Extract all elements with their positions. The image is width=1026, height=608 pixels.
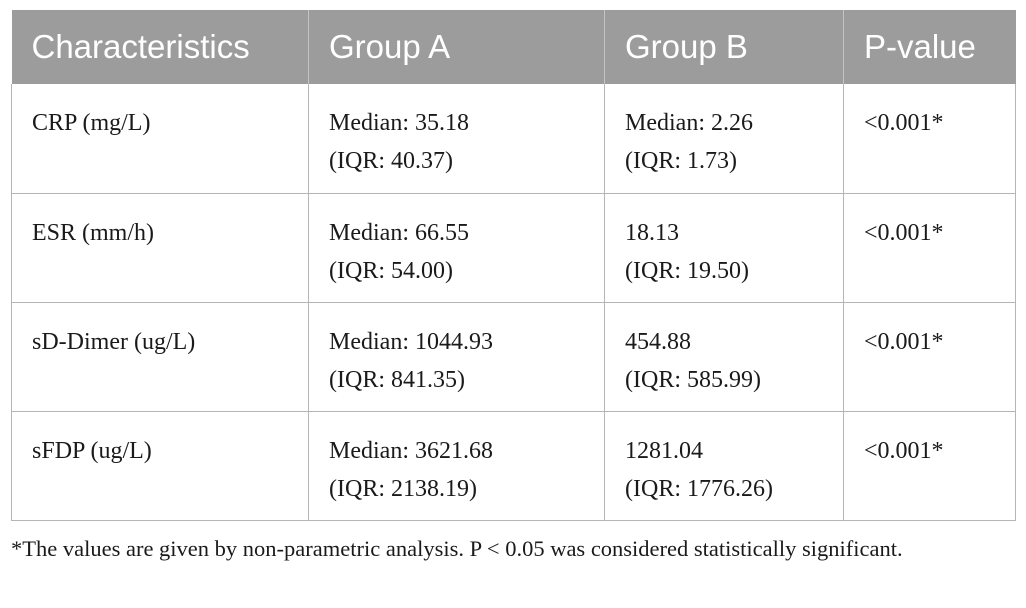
table-header: Characteristics Group A Group B P-value — [11, 10, 1016, 84]
group-a-median: Median: 3621.68 — [329, 437, 493, 464]
group-a-iqr: (IQR: 841.35) — [329, 366, 465, 393]
header-p-value: P-value — [843, 10, 1016, 84]
group-a-median: Median: 35.18 — [329, 110, 469, 136]
group-b-median: 1281.04 — [625, 437, 703, 464]
characteristic-cell: ESR (mm/h) — [11, 192, 309, 303]
results-table: Characteristics Group A Group B P-value … — [11, 10, 1016, 521]
group-b-iqr: (IQR: 1.73) — [625, 148, 737, 174]
group-a-median: Median: 1044.93 — [329, 328, 493, 355]
p-value-cell: <0.001* — [843, 301, 1016, 412]
header-group-b: Group B — [604, 10, 844, 84]
group-b-cell: 454.88 (IQR: 585.99) — [604, 301, 844, 412]
group-a-cell: Median: 3621.68 (IQR: 2138.19) — [308, 410, 605, 521]
group-b-cell: 1281.04 (IQR: 1776.26) — [604, 410, 844, 521]
group-a-cell: Median: 66.55 (IQR: 54.00) — [308, 192, 605, 303]
p-value-cell: <0.001* — [843, 192, 1016, 303]
characteristic-cell: sD-Dimer (ug/L) — [11, 301, 309, 412]
characteristic-cell: sFDP (ug/L) — [11, 410, 309, 521]
group-b-cell: 18.13 (IQR: 19.50) — [604, 192, 844, 303]
table-row: sD-Dimer (ug/L) Median: 1044.93 (IQR: 84… — [11, 301, 1016, 412]
group-a-median: Median: 66.55 — [329, 219, 469, 246]
group-b-median: 454.88 — [625, 328, 691, 355]
header-characteristics: Characteristics — [11, 10, 309, 84]
group-b-cell: Median: 2.26 (IQR: 1.73) — [604, 84, 844, 194]
table-row: sFDP (ug/L) Median: 3621.68 (IQR: 2138.1… — [11, 410, 1016, 521]
p-value-cell: <0.001* — [843, 410, 1016, 521]
group-b-iqr: (IQR: 19.50) — [625, 257, 749, 284]
header-group-a: Group A — [308, 10, 605, 84]
group-b-median: Median: 2.26 — [625, 110, 753, 136]
group-b-iqr: (IQR: 585.99) — [625, 366, 761, 393]
table-row: ESR (mm/h) Median: 66.55 (IQR: 54.00) 18… — [11, 192, 1016, 303]
group-a-iqr: (IQR: 2138.19) — [329, 475, 477, 502]
group-a-cell: Median: 1044.93 (IQR: 841.35) — [308, 301, 605, 412]
table-footnote: *The values are given by non-parametric … — [11, 536, 903, 561]
header-row: Characteristics Group A Group B P-value — [11, 10, 1016, 84]
group-a-iqr: (IQR: 40.37) — [329, 148, 453, 174]
table-row: CRP (mg/L) Median: 35.18 (IQR: 40.37) Me… — [11, 84, 1016, 194]
group-b-median: 18.13 — [625, 219, 679, 246]
group-a-iqr: (IQR: 54.00) — [329, 257, 453, 284]
characteristic-cell: CRP (mg/L) — [11, 84, 309, 194]
table-body: CRP (mg/L) Median: 35.18 (IQR: 40.37) Me… — [11, 84, 1016, 521]
p-value-cell: <0.001* — [843, 84, 1016, 194]
group-b-iqr: (IQR: 1776.26) — [625, 475, 773, 502]
group-a-cell: Median: 35.18 (IQR: 40.37) — [308, 84, 605, 194]
